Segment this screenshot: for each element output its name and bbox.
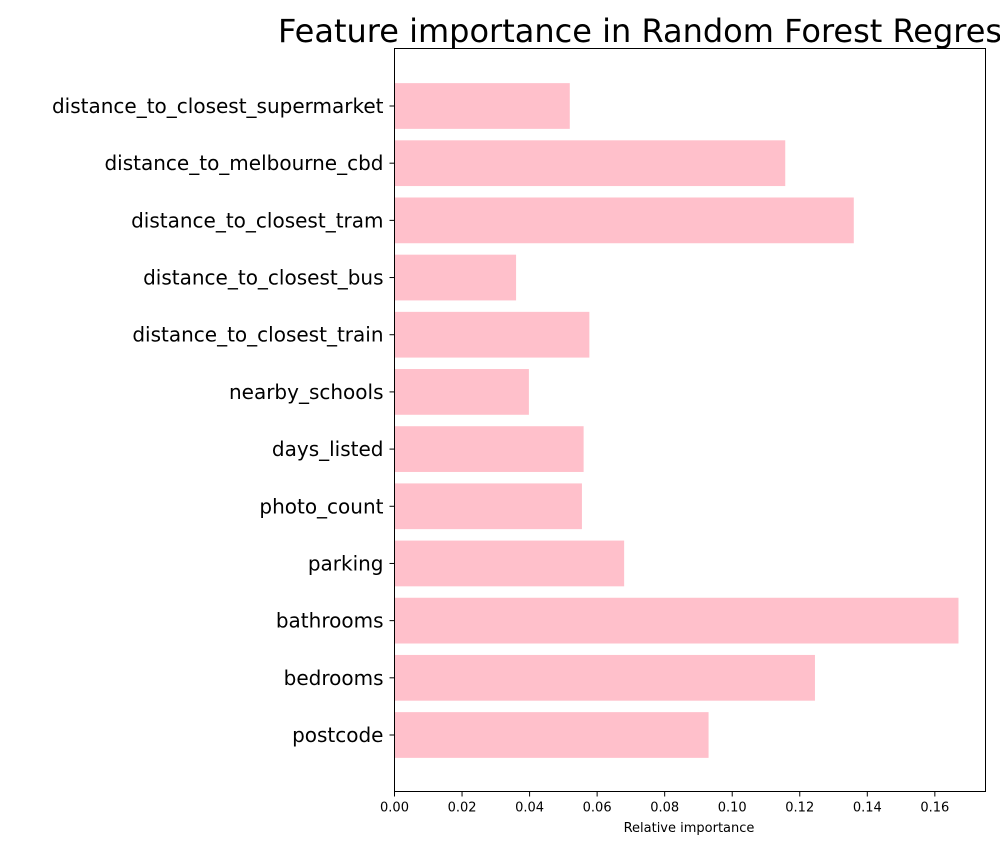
bar-photo-count [394, 483, 582, 530]
x-axis-ticks: 0.00 0.02 0.04 0.06 0.08 0.10 0.12 0.14 0.16 [380, 791, 949, 816]
bar-bedrooms [394, 654, 815, 701]
bar-bathrooms [394, 597, 959, 644]
bar-postcode [394, 712, 709, 758]
category-label-bedrooms: bedrooms [284, 666, 384, 690]
bar-distance-to-closest-tram [394, 197, 854, 244]
x-tick-label: 0.10 [718, 801, 747, 816]
x-tick-label: 0.04 [515, 801, 544, 816]
category-label-bathrooms: bathrooms [276, 609, 384, 633]
category-label-postcode: postcode [292, 723, 383, 747]
category-label-photo-count: photo_count [259, 494, 383, 518]
x-tick-label: 0.00 [380, 801, 409, 816]
x-tick-label: 0.12 [785, 801, 814, 816]
x-tick-label: 0.16 [920, 801, 949, 816]
category-labels: postcode bedrooms bathrooms parking photo_co… [52, 94, 395, 747]
category-label-days-listed: days_listed [272, 437, 384, 461]
category-label-distance-to-closest-tram: distance_to_closest_tram [131, 208, 383, 232]
chart-title: Feature importance in Random Forest Regr… [278, 12, 1000, 50]
category-label-nearby-schools: nearby_schools [229, 380, 384, 404]
category-label-distance-to-closest-bus: distance_to_closest_bus [143, 266, 383, 290]
x-tick-label: 0.02 [448, 801, 477, 816]
bar-distance-to-closest-bus [394, 254, 517, 301]
bar-distance-to-melbourne-cbd [394, 140, 786, 187]
bar-distance-to-closest-supermarket [394, 83, 570, 129]
x-tick-label: 0.06 [583, 801, 612, 816]
plot-frame [394, 48, 986, 792]
bar-distance-to-closest-train [394, 311, 590, 358]
category-label-distance-to-melbourne-cbd: distance_to_melbourne_cbd [104, 151, 383, 175]
x-tick-label: 0.08 [650, 801, 679, 816]
x-tick-label: 0.14 [853, 801, 882, 816]
bar-nearby-schools [394, 369, 529, 415]
category-label-parking: parking [308, 551, 384, 575]
category-label-distance-to-closest-train: distance_to_closest_train [132, 323, 383, 347]
bar-days-listed [394, 426, 584, 472]
x-axis-label: Relative importance [624, 821, 755, 836]
bar-parking [394, 540, 625, 587]
bars-group [394, 83, 959, 758]
category-label-distance-to-closest-supermarket: distance_to_closest_supermarket [52, 94, 384, 118]
